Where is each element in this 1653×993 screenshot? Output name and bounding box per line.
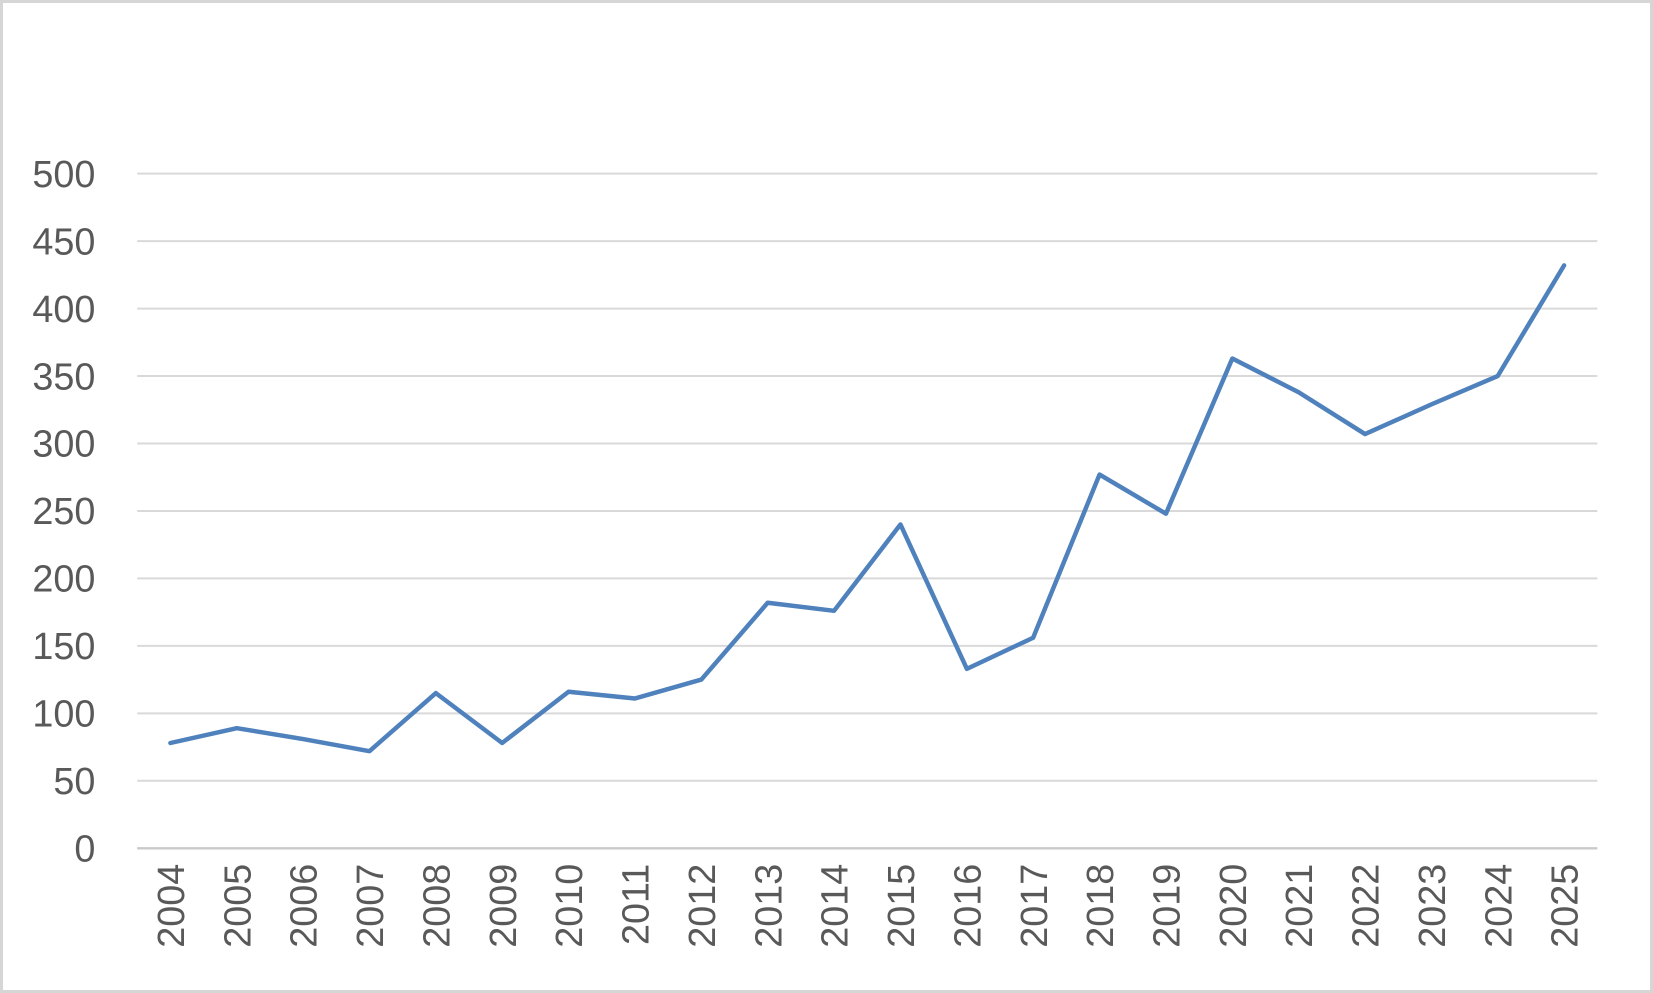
x-axis-tick-label: 2020: [1213, 864, 1255, 948]
x-axis-tick-label: 2015: [881, 864, 923, 948]
y-axis-tick-label: 100: [32, 694, 95, 736]
y-axis-tick-label: 400: [32, 289, 95, 331]
x-axis-tick-label: 2010: [549, 864, 591, 948]
x-axis-tick-label: 2018: [1080, 864, 1122, 948]
x-axis-tick-label: 2004: [151, 864, 193, 948]
y-axis-tick-label: 350: [32, 356, 95, 398]
x-axis-tick-label: 2024: [1478, 864, 1520, 948]
data-series-line: [168, 263, 1567, 754]
x-axis-tick-label: 2012: [682, 864, 724, 948]
y-axis-tick-label: 450: [32, 221, 95, 263]
x-axis-tick-label: 2005: [217, 864, 259, 948]
x-axis-tick-label: 2013: [748, 864, 790, 948]
y-axis-tick-label: 150: [32, 626, 95, 668]
x-axis-tick-label: 2025: [1545, 864, 1587, 948]
y-axis-tick-label: 500: [32, 154, 95, 196]
x-axis-tick-label: 2006: [284, 864, 326, 948]
x-axis-tick-label: 2021: [1279, 864, 1321, 948]
y-axis-tick-label: 200: [32, 559, 95, 601]
x-axis-tick-label: 2011: [616, 864, 658, 945]
x-axis-tick-label: 2009: [483, 864, 525, 948]
x-axis-tick-label: 2014: [815, 864, 857, 948]
x-axis-tick-label: 2007: [350, 864, 392, 948]
x-axis-tick-label: 2022: [1346, 864, 1388, 948]
x-axis-tick-label: 2016: [947, 864, 989, 948]
line-chart: 0 50 100 150 200 250 300 350 400 450 500 2004 2005 20…: [32, 154, 1598, 948]
y-axis-tick-label: 50: [53, 761, 95, 803]
x-axis-tick-label: 2008: [416, 864, 458, 948]
x-axis-tick-label: 2023: [1412, 864, 1454, 948]
y-axis-tick-label: 300: [32, 424, 95, 466]
x-axis-tick-label: 2017: [1014, 864, 1056, 948]
y-axis-tick-label: 0: [74, 828, 95, 870]
x-axis-tick-label: 2019: [1147, 864, 1189, 948]
y-axis-tick-label: 250: [32, 491, 95, 533]
